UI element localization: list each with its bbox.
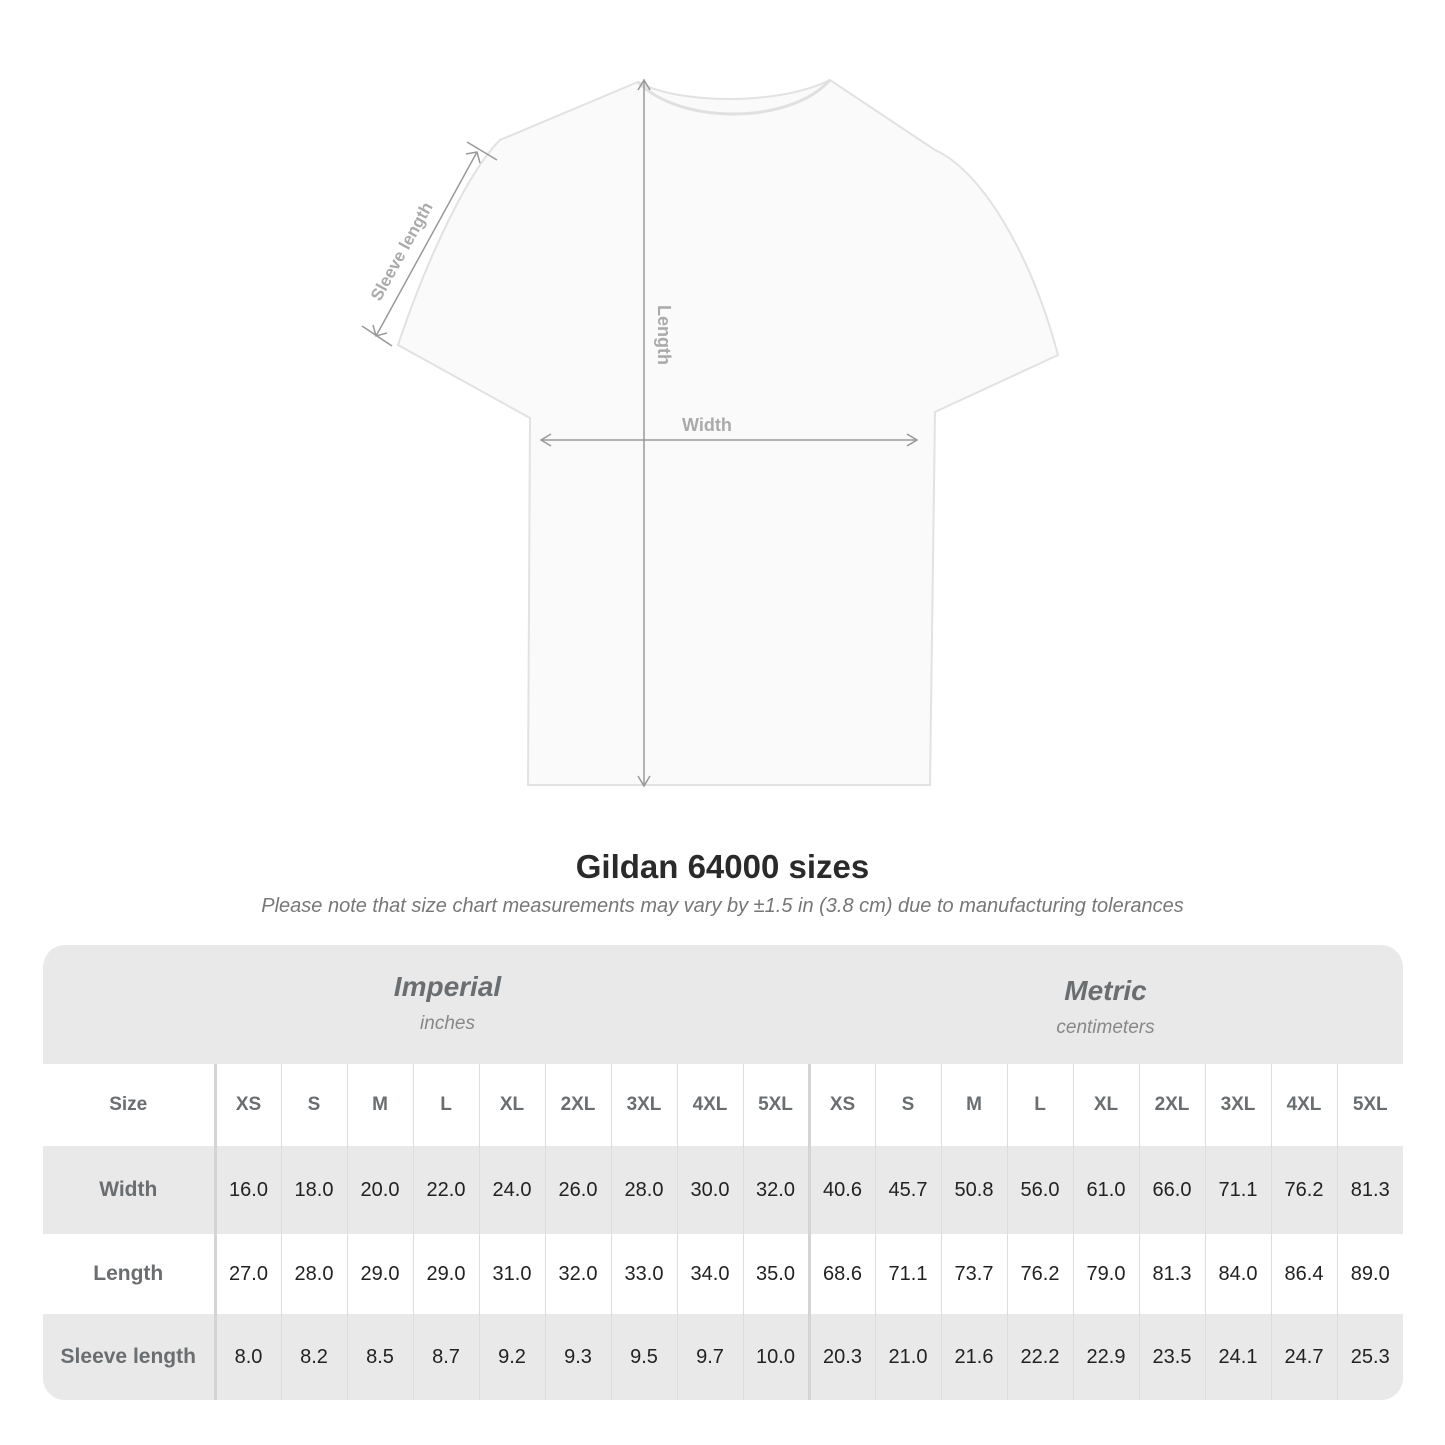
imperial-value: 33.0 [610, 1234, 677, 1314]
metric-title: Metric [1064, 975, 1147, 1006]
imperial-value: 35.0 [742, 1234, 809, 1314]
metric-value: 81.3 [1138, 1234, 1205, 1314]
metric-value: 73.7 [940, 1234, 1007, 1314]
metric-unit: centimeters [1056, 1017, 1155, 1038]
metric-value: 76.2 [1270, 1146, 1337, 1234]
imperial-value: 34.0 [676, 1234, 743, 1314]
imperial-value: 22.0 [412, 1146, 479, 1234]
metric-value: 25.3 [1336, 1314, 1403, 1400]
imperial-value: 31.0 [478, 1234, 545, 1314]
size-column-header: 5XL [742, 1064, 809, 1146]
size-column-header: XL [478, 1064, 545, 1146]
metric-value: 45.7 [874, 1146, 941, 1234]
imperial-value: 32.0 [742, 1146, 809, 1234]
tshirt-diagram: Sleeve length Length Width [361, 78, 1060, 788]
imperial-value: 27.0 [213, 1234, 281, 1314]
metric-value: 24.7 [1270, 1314, 1337, 1400]
row-label: Width [99, 1178, 158, 1201]
metric-value: 89.0 [1336, 1234, 1403, 1314]
metric-value: 81.3 [1336, 1146, 1403, 1234]
metric-value: 21.6 [940, 1314, 1007, 1400]
imperial-value: 28.0 [280, 1234, 347, 1314]
imperial-value: 8.7 [412, 1314, 479, 1400]
metric-value: 66.0 [1138, 1146, 1205, 1234]
imperial-value: 29.0 [346, 1234, 413, 1314]
metric-header: Metric centimeters [808, 975, 1403, 1039]
imperial-value: 16.0 [213, 1146, 281, 1234]
row-label: Length [93, 1262, 164, 1285]
imperial-value: 9.7 [676, 1314, 743, 1400]
size-column-header: XS [213, 1064, 281, 1146]
metric-value: 84.0 [1204, 1234, 1271, 1314]
size-column-header: 5XL [1336, 1064, 1403, 1146]
imperial-value: 18.0 [280, 1146, 347, 1234]
size-column-header: XL [1072, 1064, 1139, 1146]
size-column-header: S [874, 1064, 941, 1146]
imperial-unit: inches [420, 1013, 475, 1034]
size-column-header: L [1006, 1064, 1073, 1146]
size-column-header: 4XL [1270, 1064, 1337, 1146]
size-header: Size [109, 1094, 148, 1115]
metric-value: 68.6 [807, 1234, 875, 1314]
imperial-value: 20.0 [346, 1146, 413, 1234]
metric-value: 71.1 [1204, 1146, 1271, 1234]
metric-value: 40.6 [807, 1146, 875, 1234]
metric-value: 79.0 [1072, 1234, 1139, 1314]
size-column-header: M [940, 1064, 1007, 1146]
size-column-header: 3XL [610, 1064, 677, 1146]
metric-value: 23.5 [1138, 1314, 1205, 1400]
length-label: Length [654, 305, 674, 365]
metric-value: 24.1 [1204, 1314, 1271, 1400]
table-row: Sleeve length 8.0 8.2 8.5 8.7 9.2 9.3 9.5 9.7 10.… [43, 1314, 1403, 1400]
imperial-value: 26.0 [544, 1146, 611, 1234]
imperial-value: 8.2 [280, 1314, 347, 1400]
imperial-value: 30.0 [676, 1146, 743, 1234]
metric-value: 56.0 [1006, 1146, 1073, 1234]
imperial-value: 9.5 [610, 1314, 677, 1400]
imperial-value: 8.0 [213, 1314, 281, 1400]
metric-value: 86.4 [1270, 1234, 1337, 1314]
size-column-header: 2XL [1138, 1064, 1205, 1146]
metric-value: 71.1 [874, 1234, 941, 1314]
imperial-value: 32.0 [544, 1234, 611, 1314]
table-row: Size XS S M L XL 2XL 3XL 4XL 5XL XS S M L XL 2XL 3XL 4XL 5… [43, 1064, 1403, 1146]
metric-value: 22.9 [1072, 1314, 1139, 1400]
imperial-header: Imperial inches [215, 971, 680, 1035]
imperial-value: 9.3 [544, 1314, 611, 1400]
table-row: Width 16.0 18.0 20.0 22.0 24.0 26.0 28.0 30.0 32.… [43, 1146, 1403, 1234]
size-column-header: S [280, 1064, 347, 1146]
size-column-header: 3XL [1204, 1064, 1271, 1146]
metric-value: 76.2 [1006, 1234, 1073, 1314]
size-table: Size XS S M L XL 2XL 3XL 4XL 5XL XS S M L XL 2XL 3XL 4XL 5… [43, 1064, 1403, 1400]
size-column-header: M [346, 1064, 413, 1146]
imperial-value: 29.0 [412, 1234, 479, 1314]
tshirt-image [396, 78, 1060, 786]
size-column-header: 2XL [544, 1064, 611, 1146]
table-row: Length 27.0 28.0 29.0 29.0 31.0 32.0 33.0 34.0 35… [43, 1234, 1403, 1314]
page-title: Gildan 64000 sizes [575, 848, 870, 885]
imperial-value: 10.0 [742, 1314, 809, 1400]
metric-value: 21.0 [874, 1314, 941, 1400]
imperial-title: Imperial [393, 971, 502, 1002]
imperial-value: 8.5 [346, 1314, 413, 1400]
row-label: Sleeve length [60, 1345, 196, 1368]
size-column-header: L [412, 1064, 479, 1146]
measurement-lines [361, 78, 919, 788]
metric-value: 22.2 [1006, 1314, 1073, 1400]
size-column-header: XS [807, 1064, 875, 1146]
metric-value: 50.8 [940, 1146, 1007, 1234]
imperial-value: 28.0 [610, 1146, 677, 1234]
imperial-value: 9.2 [478, 1314, 545, 1400]
tolerance-note: Please note that size chart measurements… [261, 895, 1184, 917]
imperial-value: 24.0 [478, 1146, 545, 1234]
metric-value: 20.3 [807, 1314, 875, 1400]
size-table-panel: Imperial inches Metric centimeters Size X… [43, 945, 1403, 1400]
metric-value: 61.0 [1072, 1146, 1139, 1234]
size-column-header: 4XL [676, 1064, 743, 1146]
width-label: Width [682, 415, 732, 435]
